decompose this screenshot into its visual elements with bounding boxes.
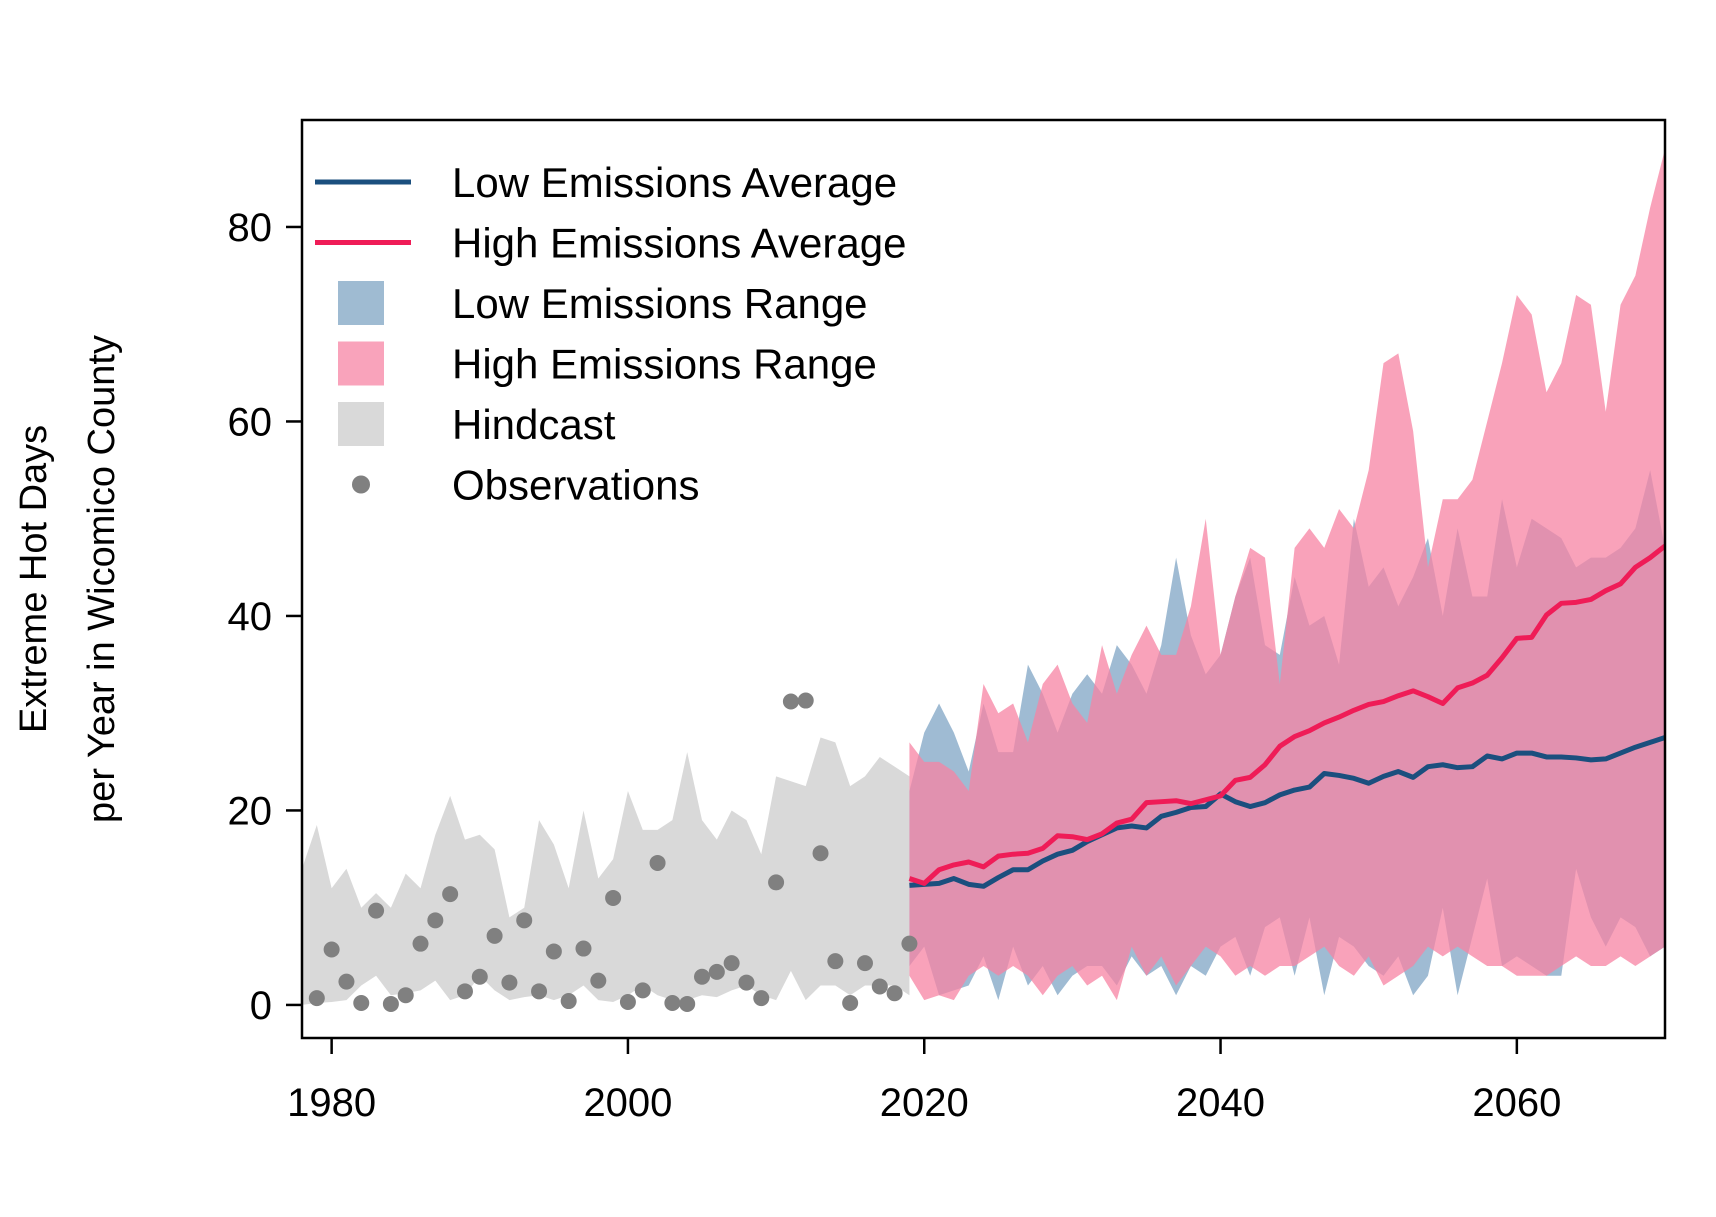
x-tick-label: 1980 [287, 1081, 376, 1125]
line-layer [908, 543, 1665, 889]
observation-layer [308, 692, 918, 1012]
legend-label: Low Emissions Average [452, 159, 897, 206]
area-layer [302, 149, 1665, 1005]
observation-point [605, 889, 622, 906]
observation-point [679, 995, 696, 1012]
observation-point [842, 994, 859, 1011]
observation-point [471, 968, 488, 985]
legend-swatch-box [338, 402, 384, 446]
observation-point [886, 985, 903, 1002]
legend-label: Hindcast [452, 401, 616, 448]
hindcast-band [302, 737, 910, 1005]
x-tick-label: 2040 [1176, 1081, 1265, 1125]
observation-point [708, 963, 725, 980]
observation-point [619, 994, 636, 1011]
observation-point [590, 972, 607, 989]
observation-point [649, 854, 666, 871]
observation-point [338, 973, 355, 990]
observation-point [308, 990, 325, 1007]
observation-point [694, 968, 711, 985]
y-tick-label: 40 [228, 595, 273, 639]
legend-label: High Emissions Range [452, 341, 877, 388]
observation-point [516, 912, 533, 929]
y-tick-label: 20 [228, 789, 273, 833]
observation-point [871, 978, 888, 995]
legend-swatch-box [338, 341, 384, 386]
observation-point [353, 994, 370, 1011]
observation-point [856, 955, 873, 972]
observation-point [501, 974, 518, 991]
observation-point [442, 886, 459, 903]
x-tick-label: 2000 [583, 1081, 672, 1125]
observation-point [368, 902, 385, 919]
observation-point [797, 692, 814, 709]
observation-point [782, 693, 799, 710]
low-emissions-average-line [909, 735, 1665, 889]
observation-point [397, 987, 414, 1004]
observation-point [531, 983, 548, 1000]
observation-point [382, 995, 399, 1012]
legend-swatch-point [352, 475, 370, 494]
plot-frame [300, 118, 1667, 1040]
x-tick-label: 2020 [880, 1081, 969, 1125]
observation-point [753, 990, 770, 1007]
high-emissions-average-line [908, 543, 1665, 886]
observation-point [456, 983, 473, 1000]
x-tick-label: 2060 [1472, 1081, 1561, 1125]
legend: Low Emissions Average High Emissions Aver… [315, 159, 906, 509]
observation-point [560, 993, 577, 1010]
observation-point [901, 935, 918, 952]
observation-point [827, 953, 844, 970]
observation-point [723, 955, 740, 972]
observation-point [634, 982, 651, 999]
observation-point [768, 874, 785, 891]
y-tick-label: 80 [228, 206, 273, 250]
legend-label: Observations [452, 462, 699, 509]
observation-point [545, 943, 562, 960]
y-axis-title-line-2: per Year in Wicomico County [81, 335, 123, 823]
observation-point [664, 994, 681, 1011]
observation-point [575, 940, 592, 957]
observation-point [323, 941, 340, 958]
observation-point [738, 974, 755, 991]
observation-point [812, 845, 829, 862]
observation-point [486, 927, 503, 944]
legend-label: Low Emissions Range [452, 280, 868, 327]
legend-swatch-box [338, 281, 384, 325]
observation-point [412, 935, 429, 952]
y-tick-label: 0 [250, 984, 272, 1028]
high-emissions-range-band [909, 149, 1665, 1001]
y-axis-title-line-1: Extreme Hot Days [13, 425, 55, 733]
legend-label: High Emissions Average [452, 220, 906, 267]
observation-point [427, 912, 444, 929]
y-tick-label: 60 [228, 400, 273, 444]
